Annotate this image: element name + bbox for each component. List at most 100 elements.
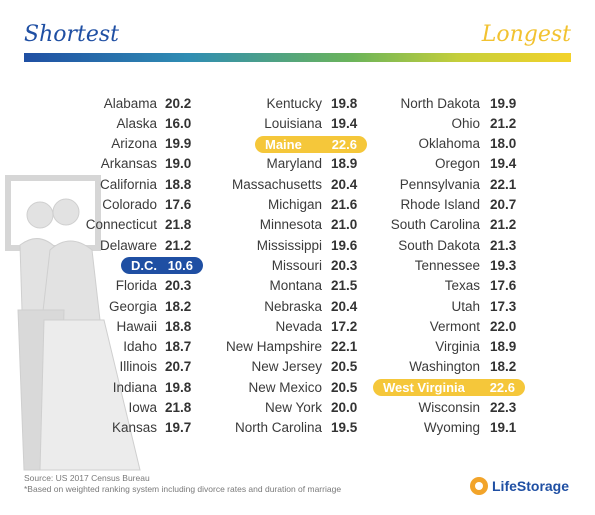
state-row: Montana (0, 277, 322, 295)
state-value: 22.0 (490, 318, 517, 334)
state-name: Delaware (99, 237, 157, 253)
state-name: Arizona (111, 136, 157, 152)
lifestorage-logo: LifeStorage (470, 477, 569, 495)
state-name: Nebraska (264, 298, 322, 314)
state-name: Tennessee (414, 257, 480, 273)
state-row: Georgia (0, 297, 157, 315)
state-row: Virginia (0, 338, 480, 356)
state-name: Indiana (112, 379, 157, 395)
state-name: Utah (451, 298, 480, 314)
state-name: Kentucky (266, 95, 322, 111)
state-name: Connecticut (85, 217, 157, 233)
state-name: Maine (265, 136, 302, 152)
state-row: New Mexico (0, 378, 322, 396)
state-name: Oregon (434, 156, 480, 172)
state-row: New York (0, 399, 322, 417)
state-value: 10.6 (167, 258, 193, 274)
state-value: 20.4 (331, 176, 358, 192)
state-row: Oklahoma (0, 135, 480, 153)
state-name: Maryland (266, 156, 322, 172)
state-row: Alaska (0, 114, 157, 132)
state-row: Louisiana (0, 114, 322, 132)
state-value: 18.8 (165, 176, 192, 192)
state-row: Missouri (0, 256, 322, 274)
state-value: 19.0 (165, 156, 192, 172)
state-value: 19.4 (490, 156, 517, 172)
state-name: Kansas (111, 420, 157, 436)
state-row: Colorado (0, 196, 157, 214)
state-name: Wyoming (423, 420, 480, 436)
state-name: Missouri (271, 257, 322, 273)
state-value: 21.0 (331, 217, 358, 233)
state-row: Nebraska (0, 297, 322, 315)
state-row: New Hampshire (0, 338, 322, 356)
state-name: Michigan (267, 197, 322, 212)
state-value: 20.3 (165, 278, 192, 294)
state-row: Minnesota (0, 216, 322, 234)
lifestorage-logo-text: LifeStorage (492, 478, 570, 494)
state-name: California (99, 176, 157, 192)
state-value: 19.7 (165, 420, 192, 436)
state-value: 19.9 (490, 95, 517, 111)
state-row: Connecticut (0, 216, 157, 234)
state-name: West Virginia (383, 380, 465, 396)
state-value: 18.0 (490, 136, 517, 152)
state-row: Utah (0, 297, 480, 315)
state-row: California (0, 175, 157, 193)
state-value: 21.2 (490, 115, 517, 131)
state-value: 22.6 (331, 136, 357, 152)
state-row: Vermont (0, 317, 480, 335)
state-value: 20.5 (331, 359, 358, 375)
state-value: 18.9 (490, 339, 517, 355)
state-row: Indiana (0, 378, 157, 396)
state-row: New Jersey (0, 358, 322, 376)
state-row: Maryland (0, 155, 322, 173)
state-value: 18.8 (165, 318, 192, 334)
source-note: Source: US 2017 Census Bureau *Based on … (24, 473, 341, 495)
wedding-couple-figurine-image (5, 175, 141, 471)
state-name: Texas (444, 278, 480, 294)
state-value: 20.7 (165, 359, 192, 375)
state-row: Wisconsin (0, 399, 480, 417)
state-value: 20.0 (331, 400, 358, 415)
state-row: Arizona (0, 135, 157, 153)
state-name: Ohio (451, 115, 480, 131)
state-name: Massachusetts (231, 176, 322, 192)
state-value: 17.6 (490, 278, 517, 294)
state-row: Oregon (0, 155, 480, 173)
state-row: Pennsylvania (0, 175, 480, 193)
state-value: 21.2 (490, 217, 517, 233)
highlight-pill-longest: Maine 22.6 (255, 135, 367, 153)
state-name: Nevada (275, 318, 322, 334)
state-name: Oklahoma (418, 136, 480, 152)
state-name: D.C. (131, 258, 157, 274)
state-value: 19.6 (331, 237, 358, 253)
state-name: Iowa (128, 400, 157, 415)
state-value: 20.4 (331, 298, 358, 314)
state-row: Hawaii (0, 317, 157, 335)
state-value: 16.0 (165, 115, 192, 131)
shortest-label: Shortest (24, 22, 119, 47)
state-name: Alaska (116, 115, 157, 131)
source-text: Source: US 2017 Census Bureau (24, 473, 150, 483)
state-name: Montana (269, 278, 322, 294)
state-row: South Carolina (0, 216, 480, 234)
state-name: Minnesota (259, 217, 322, 233)
highlight-pill-longest: West Virginia 22.6 (373, 379, 525, 397)
state-name: Washington (409, 359, 480, 375)
state-row: South Dakota (0, 236, 480, 254)
state-name: Louisiana (264, 115, 322, 131)
state-value: 19.5 (331, 420, 358, 436)
state-value: 19.8 (331, 95, 358, 111)
state-name: Rhode Island (400, 197, 480, 212)
footnote-text: *Based on weighted ranking system includ… (24, 484, 342, 494)
state-row: Rhode Island (0, 196, 480, 214)
shortest-to-longest-gradient-bar (24, 53, 571, 62)
state-row: Tennessee (0, 256, 480, 274)
state-name: Virginia (435, 339, 480, 355)
state-value: 22.6 (489, 380, 515, 396)
state-row: Iowa (0, 399, 157, 417)
state-row: Alabama (0, 94, 157, 112)
state-row: Arkansas (0, 155, 157, 173)
state-value: 19.4 (331, 115, 358, 131)
